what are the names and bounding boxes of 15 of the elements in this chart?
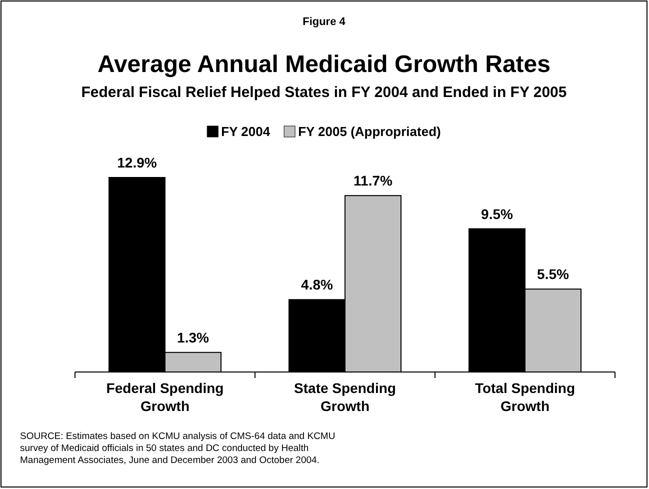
- data-label: 5.5%: [537, 266, 570, 282]
- x-tick-label: Federal Spending Growth: [106, 380, 224, 414]
- source-note: SOURCE: Estimates based on KCMU analysis of CMS-64 data and KCMU survey of Medicaid officials in 50 states and DC conducted by Health Management Associates, June and December 2003 and October 2004.: [20, 431, 336, 466]
- data-label: 9.5%: [481, 206, 514, 222]
- legend-label: FY 2004: [221, 124, 271, 139]
- data-label: 12.9%: [117, 154, 158, 171]
- legend-label: FY 2005 (Appropriated): [298, 124, 441, 139]
- x-tick-label: State Spending Growth: [294, 380, 396, 414]
- data-label: 11.7%: [354, 172, 394, 189]
- caption: Figure 4: [302, 16, 346, 28]
- data-label: 4.8%: [301, 276, 334, 293]
- x-tick-label: Total Spending Growth: [474, 380, 576, 414]
- chart-title: Average Annual Medicaid Growth Rates: [98, 51, 550, 78]
- data-label: 1.3%: [177, 329, 210, 346]
- chart-subtitle: Federal Fiscal Relief Helped States in FY 2004 and Ended in FY 2005: [81, 84, 567, 101]
